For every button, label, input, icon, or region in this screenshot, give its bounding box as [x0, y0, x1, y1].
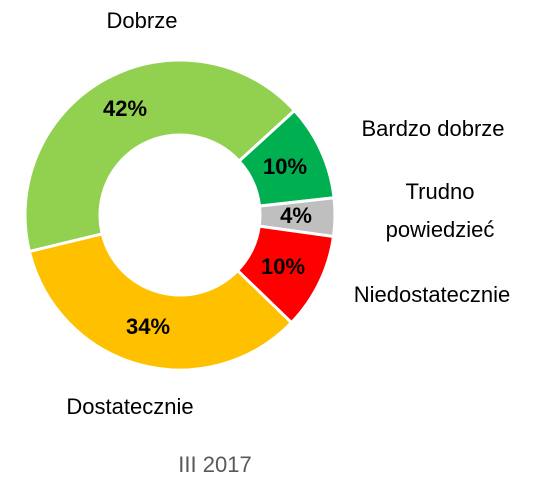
- donut-slice: [23, 58, 297, 254]
- data-label: 34%: [126, 314, 170, 339]
- data-label: 10%: [263, 154, 307, 179]
- category-label: Trudno powiedzieć: [386, 179, 495, 242]
- data-label: 4%: [280, 203, 312, 228]
- category-label: Bardzo dobrze: [361, 116, 504, 141]
- donut-slice: [27, 232, 294, 372]
- chart-subtitle: III 2017: [178, 452, 251, 477]
- data-label: 42%: [103, 96, 147, 121]
- category-label: Dostatecznie: [66, 394, 193, 419]
- category-label: Dobrze: [107, 8, 178, 33]
- category-label: Niedostatecznie: [354, 282, 511, 307]
- data-label: 10%: [261, 254, 305, 279]
